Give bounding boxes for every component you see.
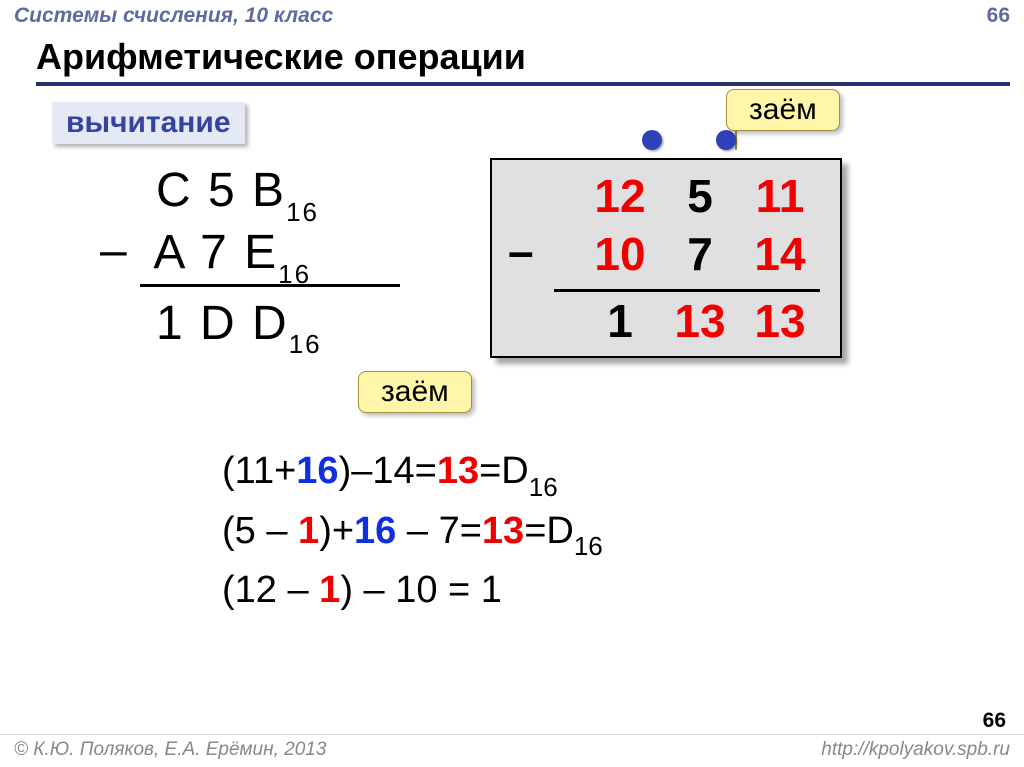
hex-row-2: A 7 E16 — [110, 224, 322, 286]
hex-calculation: С 5 В16 A 7 E16 1 D D16 – — [110, 162, 322, 357]
page-title: Арифметические операции — [0, 30, 1024, 82]
dec-row-2: 10 7 14 — [504, 226, 820, 284]
minus-sign: – — [100, 222, 127, 281]
hex-row-result: 1 D D16 — [110, 295, 322, 357]
page-number-bottom: 66 — [983, 709, 1006, 733]
borrow-label-bottom: заём — [358, 371, 472, 413]
calc-line — [554, 289, 820, 292]
hex-row-1: С 5 В16 — [110, 162, 322, 224]
equation-2: (5 – 1)+16 – 7=13=D16 — [222, 503, 603, 563]
slide-header: Системы счисления, 10 класс 66 — [0, 0, 1024, 30]
content-area: вычитание заём С 5 В16 A 7 E16 1 D D16 –… — [0, 86, 1024, 100]
copyright: © К.Ю. Поляков, Е.А. Ерёмин, 2013 — [14, 739, 326, 761]
dec-row-1: 12 5 11 — [504, 168, 820, 226]
slide-footer: © К.Ю. Поляков, Е.А. Ерёмин, 2013 http:/… — [0, 734, 1024, 767]
minus-sign: – — [508, 224, 534, 278]
borrow-dot-icon — [642, 130, 662, 150]
equation-1: (11+16)–14=13=D16 — [222, 443, 603, 503]
decimal-box: 12 5 11 10 7 14 1 13 13 – — [490, 158, 842, 358]
equations: (11+16)–14=13=D16 (5 – 1)+16 – 7=13=D16 … — [222, 443, 603, 619]
footer-url: http://kpolyakov.spb.ru — [821, 739, 1010, 761]
breadcrumb: Системы счисления, 10 класс — [14, 4, 333, 28]
borrow-label-top: заём — [726, 89, 840, 131]
operation-badge: вычитание — [52, 102, 245, 144]
page-number-top: 66 — [987, 4, 1010, 28]
borrow-dot-icon — [716, 130, 736, 150]
calc-line — [140, 284, 400, 287]
equation-3: (12 – 1) – 10 = 1 — [222, 562, 603, 619]
dec-row-result: 1 13 13 — [504, 293, 820, 351]
